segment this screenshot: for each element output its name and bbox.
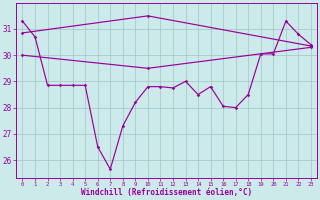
X-axis label: Windchill (Refroidissement éolien,°C): Windchill (Refroidissement éolien,°C) — [81, 188, 252, 197]
